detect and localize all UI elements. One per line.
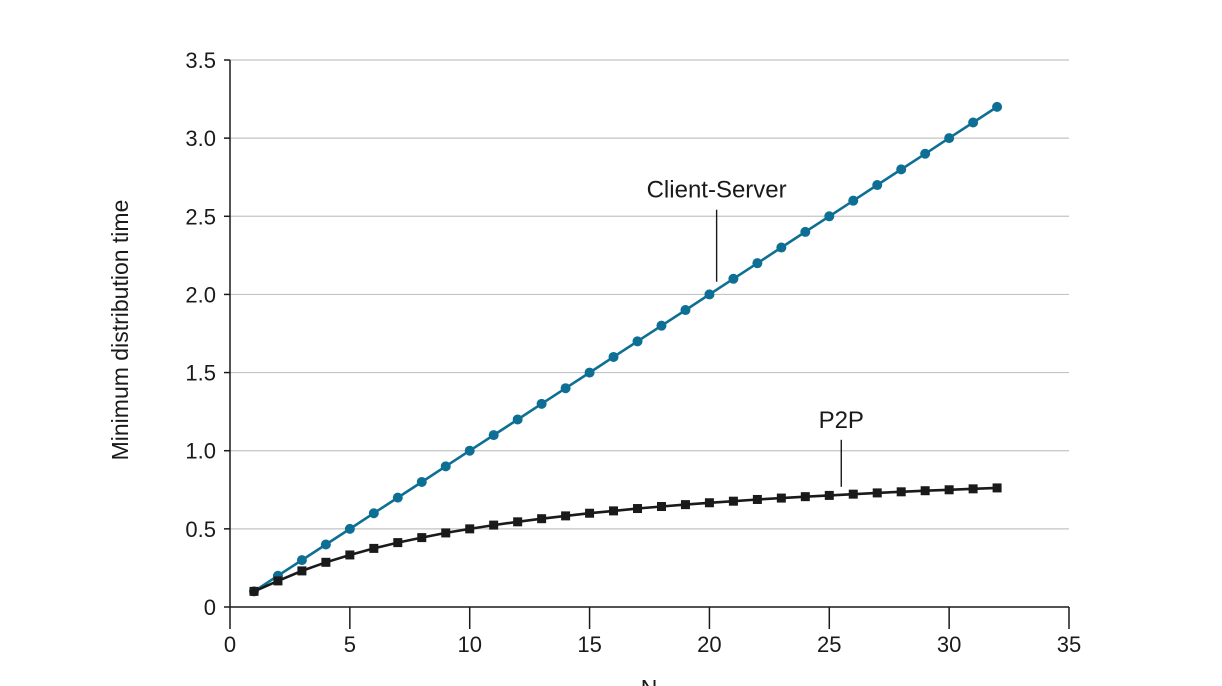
- data-point: [704, 289, 715, 300]
- data-point: [776, 493, 786, 503]
- data-point: [704, 498, 714, 508]
- y-tick-label: 0.5: [185, 517, 216, 542]
- x-tick-label: 0: [224, 632, 236, 657]
- y-tick-label: 2.0: [185, 282, 216, 307]
- data-point: [489, 520, 499, 530]
- data-point: [608, 351, 619, 362]
- y-tick-label: 0: [204, 595, 216, 620]
- series: [248, 101, 1003, 597]
- data-point: [513, 517, 523, 527]
- y-tick-label: 1.5: [185, 361, 216, 386]
- data-point: [752, 258, 763, 269]
- data-point: [369, 543, 379, 553]
- data-point: [537, 514, 547, 524]
- data-point: [561, 511, 571, 521]
- data-point: [345, 550, 355, 560]
- series-line: [253, 486, 998, 593]
- data-point: [920, 486, 930, 496]
- data-point: [968, 484, 978, 494]
- data-point: [680, 305, 691, 316]
- series-p2p: [249, 483, 1002, 596]
- y-tick-label: 1.0: [185, 439, 216, 464]
- y-tick-label: 3.0: [185, 126, 216, 151]
- data-point: [824, 490, 834, 500]
- data-point: [800, 492, 810, 502]
- y-axis-title: Minimum distribution time: [107, 200, 133, 461]
- data-point: [465, 524, 475, 534]
- data-point: [848, 195, 859, 206]
- x-tick-label: 30: [937, 632, 961, 657]
- data-point: [872, 180, 883, 191]
- data-point: [920, 148, 931, 159]
- data-point: [728, 273, 739, 284]
- data-point: [656, 320, 667, 331]
- data-point: [848, 489, 858, 499]
- data-point: [656, 502, 666, 512]
- data-point: [992, 483, 1002, 493]
- axes: [229, 60, 1069, 608]
- data-point: [344, 523, 355, 534]
- data-point: [633, 504, 643, 514]
- gridlines: [230, 59, 1069, 530]
- annotation-label: Client-Server: [647, 177, 787, 204]
- data-point: [728, 496, 738, 506]
- data-point: [800, 226, 811, 237]
- data-point: [488, 430, 499, 441]
- data-point: [968, 117, 979, 128]
- data-point: [393, 538, 403, 548]
- x-tick-label: 10: [457, 632, 481, 657]
- annotation-label: P2P: [819, 407, 864, 434]
- data-point: [896, 487, 906, 497]
- data-point: [464, 445, 475, 456]
- y-ticks: 0 0.5 1.0 1.5 2.0 2.5 3.0 3.5: [185, 48, 230, 620]
- data-point: [249, 586, 259, 596]
- data-point: [776, 242, 787, 253]
- data-point: [896, 164, 907, 175]
- y-tick-label: 2.5: [185, 204, 216, 229]
- data-point: [273, 576, 283, 586]
- series-client-server: [248, 101, 1003, 597]
- data-point: [512, 414, 523, 425]
- data-point: [944, 485, 954, 495]
- data-point: [680, 500, 690, 510]
- data-point: [944, 133, 955, 144]
- data-point: [440, 461, 451, 472]
- data-point: [441, 528, 451, 538]
- data-point: [824, 211, 835, 222]
- x-axis-title: N: [641, 675, 658, 686]
- data-point: [368, 508, 379, 519]
- data-point: [392, 492, 403, 503]
- data-point: [560, 383, 571, 394]
- data-point: [585, 508, 595, 518]
- data-point: [992, 101, 1003, 112]
- x-tick-label: 5: [344, 632, 356, 657]
- data-point: [536, 398, 547, 409]
- annotations: Client-Server P2P: [647, 177, 864, 487]
- data-point: [609, 506, 619, 516]
- x-tick-label: 25: [817, 632, 841, 657]
- data-point: [321, 557, 331, 567]
- data-point: [416, 476, 427, 487]
- x-tick-label: 15: [577, 632, 601, 657]
- x-tick-label: 20: [697, 632, 721, 657]
- data-point: [417, 533, 427, 543]
- y-tick-label: 3.5: [185, 48, 216, 73]
- data-point: [872, 488, 882, 498]
- series-line: [253, 105, 998, 593]
- data-point: [584, 367, 595, 378]
- x-tick-label: 35: [1057, 632, 1081, 657]
- x-ticks: 0 5 10 15 20 25 30 35: [224, 607, 1081, 657]
- data-point: [632, 336, 643, 347]
- data-point: [296, 555, 307, 566]
- data-point: [320, 539, 331, 550]
- data-point: [297, 566, 307, 576]
- data-point: [752, 494, 762, 504]
